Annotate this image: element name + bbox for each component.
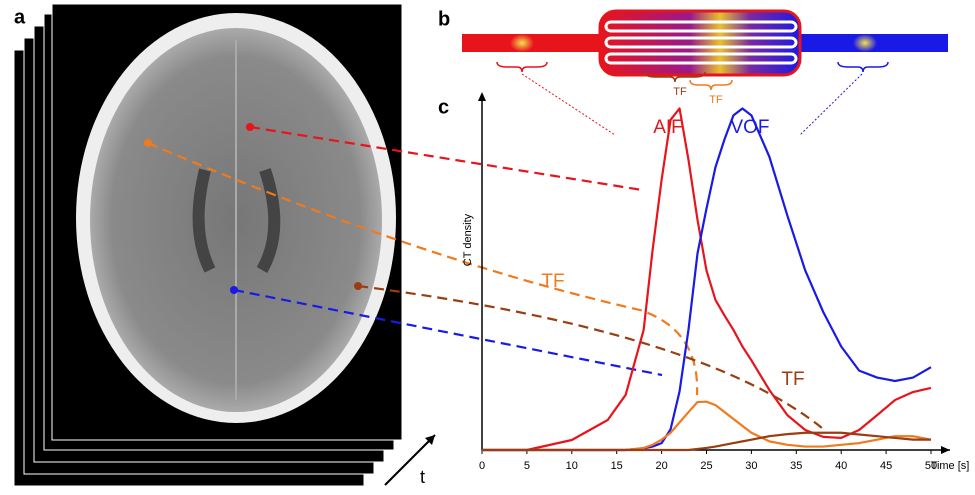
x-tick-label: 25 — [700, 460, 712, 472]
series-label: VOF — [730, 117, 769, 138]
brace — [644, 71, 706, 83]
tf-label: TF — [709, 94, 723, 106]
arrow — [147, 141, 699, 396]
y-axis-arrow — [478, 92, 486, 101]
ventricles — [192, 168, 281, 273]
series-line — [482, 431, 931, 452]
x-tick-label: 30 — [745, 460, 757, 472]
arrows — [147, 125, 823, 429]
series-label: TF — [541, 271, 564, 292]
x-tick-label: 50 — [925, 460, 937, 472]
panel-label: b — [438, 8, 450, 30]
arrow-points — [144, 123, 362, 294]
arrow — [249, 125, 643, 192]
point — [354, 282, 362, 290]
x-tick-label: 45 — [880, 460, 892, 472]
brace — [837, 61, 889, 73]
time-label: t — [420, 467, 425, 487]
x-axis-arrow — [941, 446, 950, 454]
vessel-diagram: TF TF — [462, 9, 948, 136]
capillary — [604, 20, 798, 33]
panel-label: c — [438, 96, 449, 118]
x-tick-label: 5 — [524, 460, 530, 472]
point — [246, 123, 254, 131]
capillary-bed — [598, 9, 802, 77]
point — [230, 286, 238, 294]
brace — [496, 61, 548, 73]
x-tick-label: 10 — [566, 460, 578, 472]
brace — [689, 79, 733, 91]
x-axis-label: Time [s] — [931, 460, 970, 472]
time-arrow — [384, 434, 436, 486]
x-tick-label: 40 — [835, 460, 847, 472]
capillary — [604, 36, 798, 49]
y-axis-label: CT density — [462, 213, 474, 266]
tf-label: TF — [673, 86, 687, 98]
arrow-head — [425, 435, 435, 445]
bolus — [853, 34, 877, 52]
point — [144, 139, 152, 147]
leader — [521, 73, 616, 136]
leader — [799, 73, 863, 136]
bolus — [510, 34, 534, 52]
ct-stack: t — [13, 3, 436, 487]
x-tick-label: 15 — [611, 460, 623, 472]
series-label: AIF — [653, 117, 683, 138]
capillary — [604, 52, 798, 65]
x-tick-label: 35 — [790, 460, 802, 472]
series-label: TF — [781, 369, 804, 390]
x-tick-label: 20 — [655, 460, 667, 472]
panel-label: a — [14, 6, 26, 28]
x-tick-label: 0 — [479, 460, 485, 472]
arrow — [357, 284, 823, 429]
arrow — [233, 288, 663, 377]
